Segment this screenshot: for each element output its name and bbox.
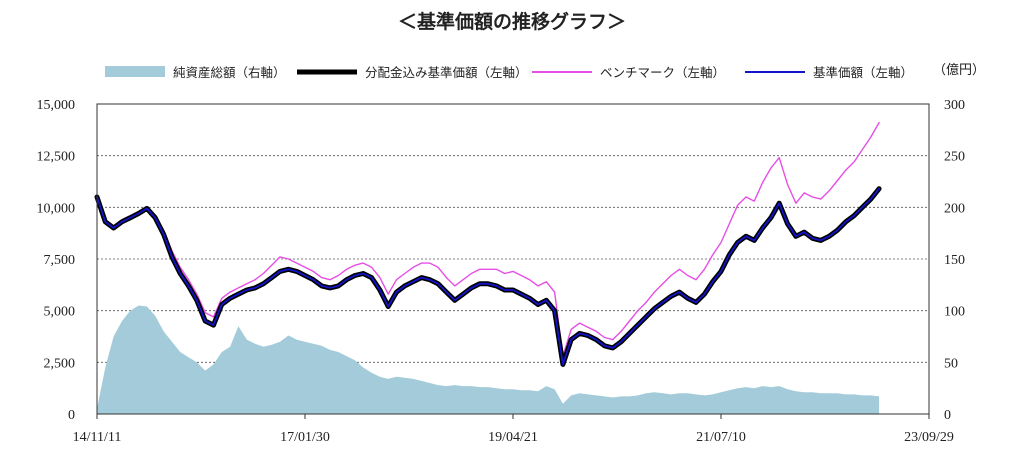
x-tick-label: 17/01/30	[280, 430, 330, 445]
x-tick-label: 19/04/21	[488, 430, 538, 445]
y-left-tick-label: 5,000	[44, 305, 76, 320]
y-right-tick-label: 300	[944, 98, 965, 113]
legend-label: 分配金込み基準価額（左軸）	[365, 65, 528, 80]
y-right-tick-label: 0	[944, 408, 951, 423]
y-left-tick-label: 10,000	[37, 201, 76, 216]
x-tick-label: 14/11/11	[73, 430, 122, 445]
legend: 純資産総額（右軸） 分配金込み基準価額（左軸） ベンチマーク（左軸） 基準価額（左軸）	[105, 65, 913, 80]
series-line	[96, 187, 880, 366]
series-line	[96, 121, 880, 357]
x-tick-label: 23/09/29	[904, 430, 954, 445]
series-line	[94, 186, 882, 367]
y-left-tick-label: 0	[68, 408, 75, 423]
y-right-tick-label: 250	[944, 150, 965, 165]
legend-label: 純資産総額（右軸）	[173, 65, 286, 80]
y-right-tick-label: 150	[944, 253, 965, 268]
y-left-tick-labels: 0 2,500 5,000 7,500 10,000 12,500 15,000	[37, 98, 76, 423]
legend-swatch	[105, 66, 165, 77]
y-left-tick-label: 15,000	[37, 98, 76, 113]
y-left-tick-label: 7,500	[44, 253, 76, 268]
series-lines	[94, 121, 882, 367]
y-right-tick-labels: 0 50 100 150 200 250 300	[944, 98, 965, 423]
right-axis-unit: （億円）	[933, 62, 985, 78]
y-right-tick-label: 200	[944, 201, 965, 216]
x-tick-label: 21/07/10	[696, 430, 746, 445]
y-right-tick-label: 100	[944, 305, 965, 320]
y-left-tick-label: 12,500	[37, 150, 76, 165]
net-assets-area-path	[97, 305, 880, 414]
net-assets-area	[97, 305, 880, 414]
chart-title: ＜基準価額の推移グラフ＞	[398, 10, 626, 33]
y-right-tick-label: 50	[944, 356, 958, 371]
y-left-tick-label: 2,500	[44, 356, 76, 371]
legend-label: 基準価額（左軸）	[813, 65, 913, 80]
grid	[97, 155, 929, 363]
legend-label: ベンチマーク（左軸）	[600, 65, 725, 80]
x-tick-labels: 14/11/11 17/01/30 19/04/21 21/07/10 23/09/29	[73, 414, 954, 445]
